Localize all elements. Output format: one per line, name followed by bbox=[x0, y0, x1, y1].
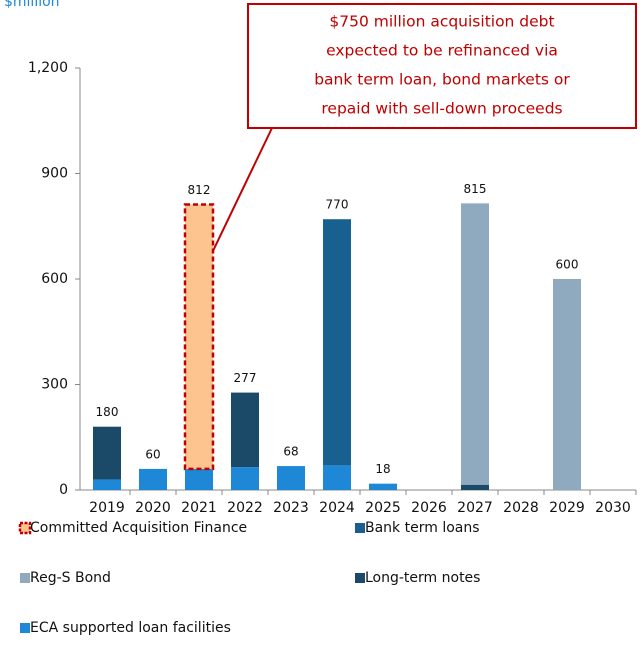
bar-segment bbox=[93, 479, 121, 490]
unit-label: $million bbox=[4, 0, 60, 10]
x-tick-label: 2029 bbox=[549, 500, 585, 516]
annotation-text: $750 million acquisition debt bbox=[329, 13, 554, 31]
x-tick-label: 2019 bbox=[89, 500, 125, 516]
bar-segment bbox=[369, 483, 397, 490]
bar-segment bbox=[185, 468, 213, 490]
bar-segment bbox=[553, 279, 581, 490]
bar-segment bbox=[461, 203, 489, 485]
x-tick-label: 2022 bbox=[227, 500, 263, 516]
total-label: 812 bbox=[188, 183, 211, 197]
legend-label: Long-term notes bbox=[365, 570, 480, 586]
total-label: 180 bbox=[96, 405, 119, 419]
x-tick-label: 2025 bbox=[365, 500, 401, 516]
annotation-text: repaid with sell-down proceeds bbox=[321, 100, 562, 118]
bar-segment bbox=[231, 392, 259, 468]
legend-label: Reg-S Bond bbox=[30, 570, 111, 586]
bar-segment bbox=[183, 203, 215, 471]
x-tick-label: 2028 bbox=[503, 500, 539, 516]
total-label: 600 bbox=[556, 258, 579, 272]
bar-segment bbox=[93, 426, 121, 480]
x-tick-label: 2023 bbox=[273, 500, 309, 516]
bar-segment bbox=[277, 466, 305, 490]
legend-swatch bbox=[18, 521, 32, 535]
total-label: 815 bbox=[464, 182, 487, 196]
y-tick-label: 0 bbox=[59, 482, 68, 498]
x-tick-label: 2027 bbox=[457, 500, 493, 516]
bar-segment bbox=[231, 467, 259, 490]
x-tick-label: 2024 bbox=[319, 500, 355, 516]
total-label: 770 bbox=[326, 198, 349, 212]
x-tick-label: 2020 bbox=[135, 500, 171, 516]
x-tick-label: 2026 bbox=[411, 500, 447, 516]
annotation-box bbox=[247, 3, 637, 129]
total-label: 18 bbox=[375, 462, 390, 476]
x-tick-label: 2021 bbox=[181, 500, 217, 516]
bar-segment bbox=[323, 219, 351, 466]
y-tick-label: 1,200 bbox=[28, 60, 68, 76]
y-tick-label: 600 bbox=[41, 271, 68, 287]
legend-swatch bbox=[20, 573, 30, 583]
y-tick-label: 900 bbox=[41, 166, 68, 182]
total-label: 277 bbox=[234, 371, 257, 385]
y-tick-label: 300 bbox=[41, 377, 68, 393]
bar-segment bbox=[461, 484, 489, 490]
bar-segment bbox=[323, 465, 351, 490]
x-tick-label: 2030 bbox=[595, 500, 631, 516]
legend-label: Committed Acquisition Finance bbox=[30, 520, 247, 536]
legend-label: ECA supported loan facilities bbox=[30, 620, 231, 636]
annotation-text: expected to be refinanced via bbox=[326, 42, 558, 60]
annotation-text: bank term loan, bond markets or bbox=[314, 71, 570, 89]
total-label: 60 bbox=[145, 447, 160, 461]
legend-swatch bbox=[20, 623, 30, 633]
bar-segment bbox=[139, 468, 167, 490]
total-label: 68 bbox=[283, 445, 298, 459]
legend-label: Bank term loans bbox=[365, 520, 480, 536]
legend-swatch bbox=[355, 573, 365, 583]
legend-swatch bbox=[355, 523, 365, 533]
